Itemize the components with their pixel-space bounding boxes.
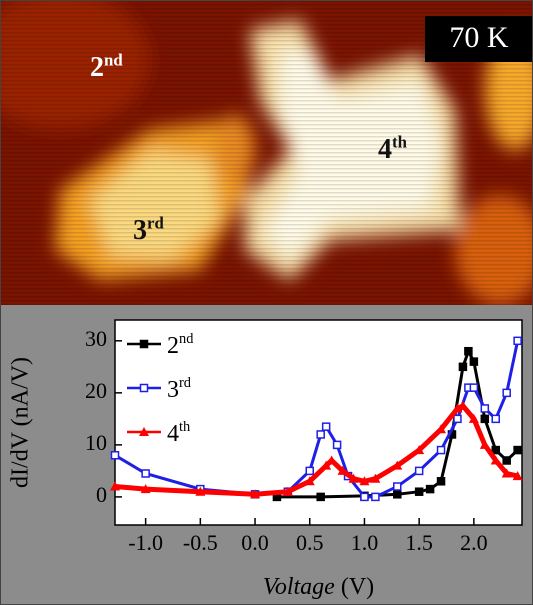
marker (371, 492, 380, 502)
marker (480, 404, 490, 413)
marker (452, 403, 463, 413)
x-tick-label: 1.0 (351, 530, 379, 555)
marker (360, 492, 369, 502)
marker (370, 473, 381, 483)
marker (392, 460, 403, 470)
marker (502, 456, 511, 465)
marker (464, 346, 473, 356)
legend-marker (139, 427, 149, 436)
region-label: 4th (378, 132, 408, 165)
marker (491, 445, 500, 455)
marker (316, 430, 325, 439)
marker (501, 468, 512, 478)
marker (480, 414, 490, 424)
marker (110, 481, 120, 491)
marker (512, 471, 523, 481)
marker (141, 469, 150, 478)
marker (458, 362, 468, 372)
legend-marker (139, 339, 149, 349)
legend-label: 3rd (167, 375, 192, 402)
x-tick-label: 1.5 (405, 530, 433, 555)
marker (491, 414, 500, 424)
marker (436, 445, 446, 455)
region-label: 2nd (90, 50, 123, 83)
marker (282, 486, 293, 496)
temperature-label: 70 K (449, 21, 509, 54)
marker (502, 388, 511, 398)
stm-image: 70 K 2nd 3rd 4th (0, 0, 533, 305)
region-label: 3rd (133, 213, 164, 246)
marker (316, 492, 325, 502)
marker (453, 414, 462, 424)
marker (393, 490, 402, 499)
x-tick-label: 0.0 (241, 530, 269, 555)
legend-marker (139, 383, 149, 393)
x-tick-label: -0.5 (183, 530, 218, 555)
marker (513, 336, 522, 346)
marker (348, 473, 359, 483)
marker (321, 422, 331, 431)
marker (326, 455, 337, 465)
legend-label: 2nd (167, 331, 194, 358)
marker (425, 484, 435, 494)
marker (321, 460, 332, 470)
y-tick-label: 10 (85, 430, 107, 455)
x-tick-label: 0.5 (296, 530, 324, 555)
marker (513, 445, 522, 455)
marker (332, 440, 342, 450)
marker (337, 465, 348, 475)
marker (469, 357, 479, 366)
chart: 0 10 20 30 -1.0 -0.5 0.0 0.5 1.0 1.5 2.0 Voltage (V… (8, 319, 523, 600)
y-tick-label: 30 (85, 326, 107, 351)
marker (414, 466, 424, 476)
marker (479, 439, 490, 449)
marker (414, 445, 425, 455)
x-tick-label: -1.0 (128, 530, 163, 555)
marker (457, 400, 468, 410)
marker (305, 466, 314, 476)
marker (110, 451, 120, 460)
marker (359, 476, 370, 486)
marker (436, 477, 446, 486)
marker (250, 489, 261, 499)
legend-label: 4th (167, 419, 190, 446)
marker (195, 486, 206, 496)
marker (468, 413, 479, 423)
marker (393, 482, 402, 491)
marker (436, 424, 447, 434)
marker (140, 484, 151, 494)
marker (304, 476, 315, 486)
marker (414, 487, 424, 496)
y-tick-label: 0 (96, 482, 107, 507)
marker (490, 455, 501, 465)
marker (469, 383, 479, 392)
series-line (114, 402, 519, 497)
x-tick-label: 2.0 (460, 530, 488, 555)
y-axis-label: dI/dV (nA/V) (8, 357, 34, 488)
x-axis-label: Voltage (V) (263, 574, 374, 600)
y-tick-label: 20 (85, 378, 107, 403)
